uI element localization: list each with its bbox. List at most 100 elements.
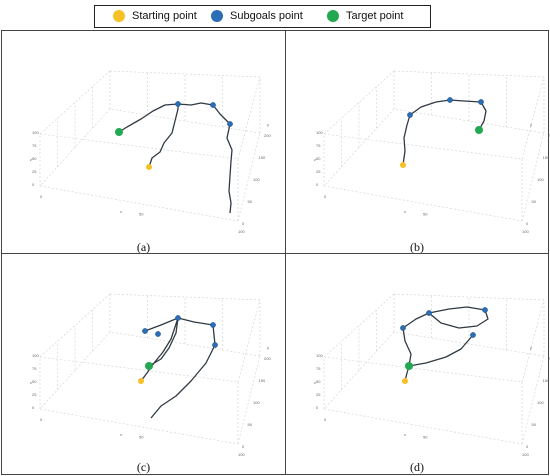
y-tick-label: 150 xyxy=(259,378,266,383)
z-tick-label: 75 xyxy=(316,143,321,148)
grid-edge xyxy=(109,108,261,134)
x-axis-label: x xyxy=(404,432,406,437)
y-axis-label: y xyxy=(530,122,532,127)
legend-label-subgoal: Subgoals point xyxy=(230,10,303,22)
legend-item-target: Target point xyxy=(327,10,403,22)
z-tick-label: 25 xyxy=(32,169,37,174)
target-point xyxy=(475,126,483,134)
subgoal-point xyxy=(210,102,216,108)
grid-edge xyxy=(323,185,523,222)
box-grid xyxy=(39,70,261,222)
x-tick-label: 100 xyxy=(238,452,245,457)
x-tick-label: 50 xyxy=(423,435,428,440)
subgoal-point xyxy=(482,307,488,313)
y-tick-label: 200 xyxy=(548,133,550,138)
start-point xyxy=(400,162,406,168)
subgoal-point xyxy=(400,325,406,331)
subgoal-point xyxy=(470,332,476,338)
subgoal-point xyxy=(175,315,181,321)
trajectory-line xyxy=(408,334,474,367)
y-tick-label: 50 xyxy=(532,199,537,204)
z-tick-label: 0 xyxy=(316,405,319,410)
z-tick-label: 25 xyxy=(32,392,37,397)
box-grid xyxy=(323,70,545,222)
start-point xyxy=(138,378,144,384)
grid-edge xyxy=(393,108,545,134)
target-dot-icon xyxy=(327,10,339,22)
y-tick-label: 0 xyxy=(526,444,529,449)
x-axis-label: x xyxy=(120,432,122,437)
y-tick-label: 0 xyxy=(526,221,529,226)
start-dot-icon xyxy=(113,10,125,22)
y-tick-label: 100 xyxy=(537,400,544,405)
caption-a: (a) xyxy=(136,240,151,254)
subgoal-point xyxy=(175,101,181,107)
trajectory-line xyxy=(140,317,179,382)
plot-a: 0 50 100 150 200 y 0 25 50 75 100 z 0 50 100 x xyxy=(30,70,271,234)
grid-edge xyxy=(109,293,261,301)
grid-edge xyxy=(393,331,545,357)
subgoal-point xyxy=(212,342,218,348)
y-tick-label: 200 xyxy=(548,356,550,361)
grid-edge xyxy=(393,70,545,78)
plot-d: 0 50 100 150 200 y 0 25 50 75 100 z 0 50 100 x xyxy=(314,293,550,457)
subgoal-point xyxy=(155,331,161,337)
box-grid xyxy=(323,293,545,445)
trajectory-line xyxy=(118,103,179,133)
subgoal-point xyxy=(210,322,216,328)
grid-edge xyxy=(39,133,239,160)
trajectory-line xyxy=(402,99,487,166)
start-point xyxy=(402,378,408,384)
z-tick-label: 75 xyxy=(316,366,321,371)
subgoal-point xyxy=(227,121,233,127)
x-axis-label: x xyxy=(120,209,122,214)
z-tick-label: 100 xyxy=(32,353,39,358)
target-point xyxy=(405,362,413,370)
plot-b: 0 50 100 150 200 y 0 25 50 75 100 z 0 50 100 x xyxy=(314,70,550,234)
subgoal-point xyxy=(447,97,453,103)
y-tick-label: 100 xyxy=(253,177,260,182)
caption-b: (b) xyxy=(410,240,424,254)
z-tick-label: 50 xyxy=(32,156,37,161)
target-point xyxy=(115,128,123,136)
z-axis-label: z xyxy=(314,380,316,385)
y-axis-label: y xyxy=(267,122,269,127)
legend-item-subgoal: Subgoals point xyxy=(211,10,303,22)
grid-edge xyxy=(323,356,523,383)
grid-edge xyxy=(521,355,545,445)
grid-edge xyxy=(323,133,523,160)
panel-c: 0 50 100 150 200 y 0 25 50 75 100 z 0 50 100 x (c) xyxy=(1,253,286,475)
grid-edge xyxy=(109,331,261,357)
z-tick-label: 75 xyxy=(32,366,37,371)
grid-edge xyxy=(39,185,239,222)
trajectory-line xyxy=(148,102,233,214)
subgoal-point xyxy=(426,310,432,316)
y-tick-label: 150 xyxy=(543,155,550,160)
z-tick-label: 0 xyxy=(316,182,319,187)
y-tick-label: 50 xyxy=(532,422,537,427)
legend: Starting point Subgoals point Target poi… xyxy=(94,5,431,28)
grid-edge xyxy=(237,132,261,222)
z-tick-label: 100 xyxy=(316,353,323,358)
grid-edge xyxy=(109,70,261,78)
legend-item-start: Starting point xyxy=(113,10,197,22)
x-tick-label: 50 xyxy=(139,212,144,217)
y-tick-label: 0 xyxy=(242,221,245,226)
y-tick-label: 0 xyxy=(242,444,245,449)
z-tick-label: 100 xyxy=(32,130,39,135)
y-axis-label: y xyxy=(530,345,532,350)
x-tick-label: 100 xyxy=(522,452,529,457)
x-tick-label: 100 xyxy=(522,229,529,234)
caption-d: (d) xyxy=(410,460,424,474)
z-tick-label: 50 xyxy=(316,379,321,384)
trajectory-line xyxy=(402,306,489,382)
x-tick-label: 100 xyxy=(238,229,245,234)
z-tick-label: 25 xyxy=(316,169,321,174)
x-tick-label: 0 xyxy=(40,194,43,199)
subgoal-dot-icon xyxy=(211,10,223,22)
legend-label-target: Target point xyxy=(346,10,404,22)
y-tick-label: 150 xyxy=(543,378,550,383)
z-axis-label: z xyxy=(30,157,32,162)
x-tick-label: 0 xyxy=(324,417,327,422)
y-tick-label: 150 xyxy=(259,155,266,160)
